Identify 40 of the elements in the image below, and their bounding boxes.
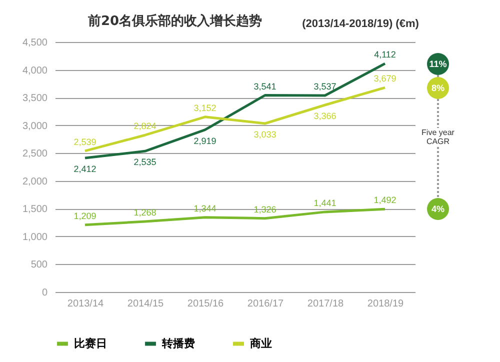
- chart-subtitle: (2013/14-2018/19) (€m): [302, 18, 419, 30]
- data-label: 3,152: [194, 102, 216, 113]
- y-tick-label: 1,000: [22, 232, 48, 243]
- y-tick-label: 3,000: [22, 120, 48, 132]
- x-tick-label: 2018/19: [367, 298, 404, 310]
- y-tick-label: 0: [42, 288, 48, 298]
- x-tick-label: 2014/15: [127, 298, 164, 310]
- data-label: 2,919: [194, 136, 216, 146]
- y-tick-label: 4,000: [22, 65, 48, 76]
- x-tick-label: 2016/17: [247, 298, 284, 310]
- data-label: 1,344: [194, 203, 216, 214]
- data-label: 3,541: [254, 81, 276, 92]
- y-tick-label: 4,500: [22, 38, 48, 48]
- data-label: 3,537: [314, 82, 336, 92]
- data-label: 1,441: [314, 198, 336, 208]
- x-tick-label: 2013/14: [67, 298, 104, 310]
- data-label: 2,824: [134, 121, 156, 132]
- y-tick-label: 2,000: [22, 176, 48, 188]
- legend-label: 转播费: [161, 336, 195, 350]
- data-label: 3,033: [254, 130, 276, 140]
- y-tick-label: 1,500: [22, 204, 48, 216]
- data-label: 1,492: [374, 195, 396, 206]
- legend-label: 商业: [249, 336, 272, 350]
- data-label: 1,326: [254, 204, 276, 214]
- data-label: 2,535: [134, 157, 156, 168]
- data-label: 1,268: [134, 208, 156, 218]
- y-tick-label: 500: [30, 260, 48, 271]
- x-tick-label: 2017/18: [307, 298, 344, 310]
- legend-label: 比赛日: [74, 336, 107, 350]
- data-label: 4,112: [374, 50, 396, 60]
- data-label: 3,366: [314, 111, 336, 121]
- chart-title: 前20名俱乐部的收入增长趋势: [88, 12, 262, 30]
- data-label: 1,209: [74, 210, 96, 221]
- data-label: 3,679: [374, 74, 396, 84]
- y-tick-label: 2,500: [22, 148, 48, 160]
- text: Five year CAGR: [413, 128, 463, 146]
- x-tick-label: 2015/16: [187, 298, 224, 310]
- data-label: 2,412: [74, 164, 96, 174]
- y-tick-label: 3,500: [22, 93, 48, 104]
- data-label: 2,539: [74, 136, 96, 147]
